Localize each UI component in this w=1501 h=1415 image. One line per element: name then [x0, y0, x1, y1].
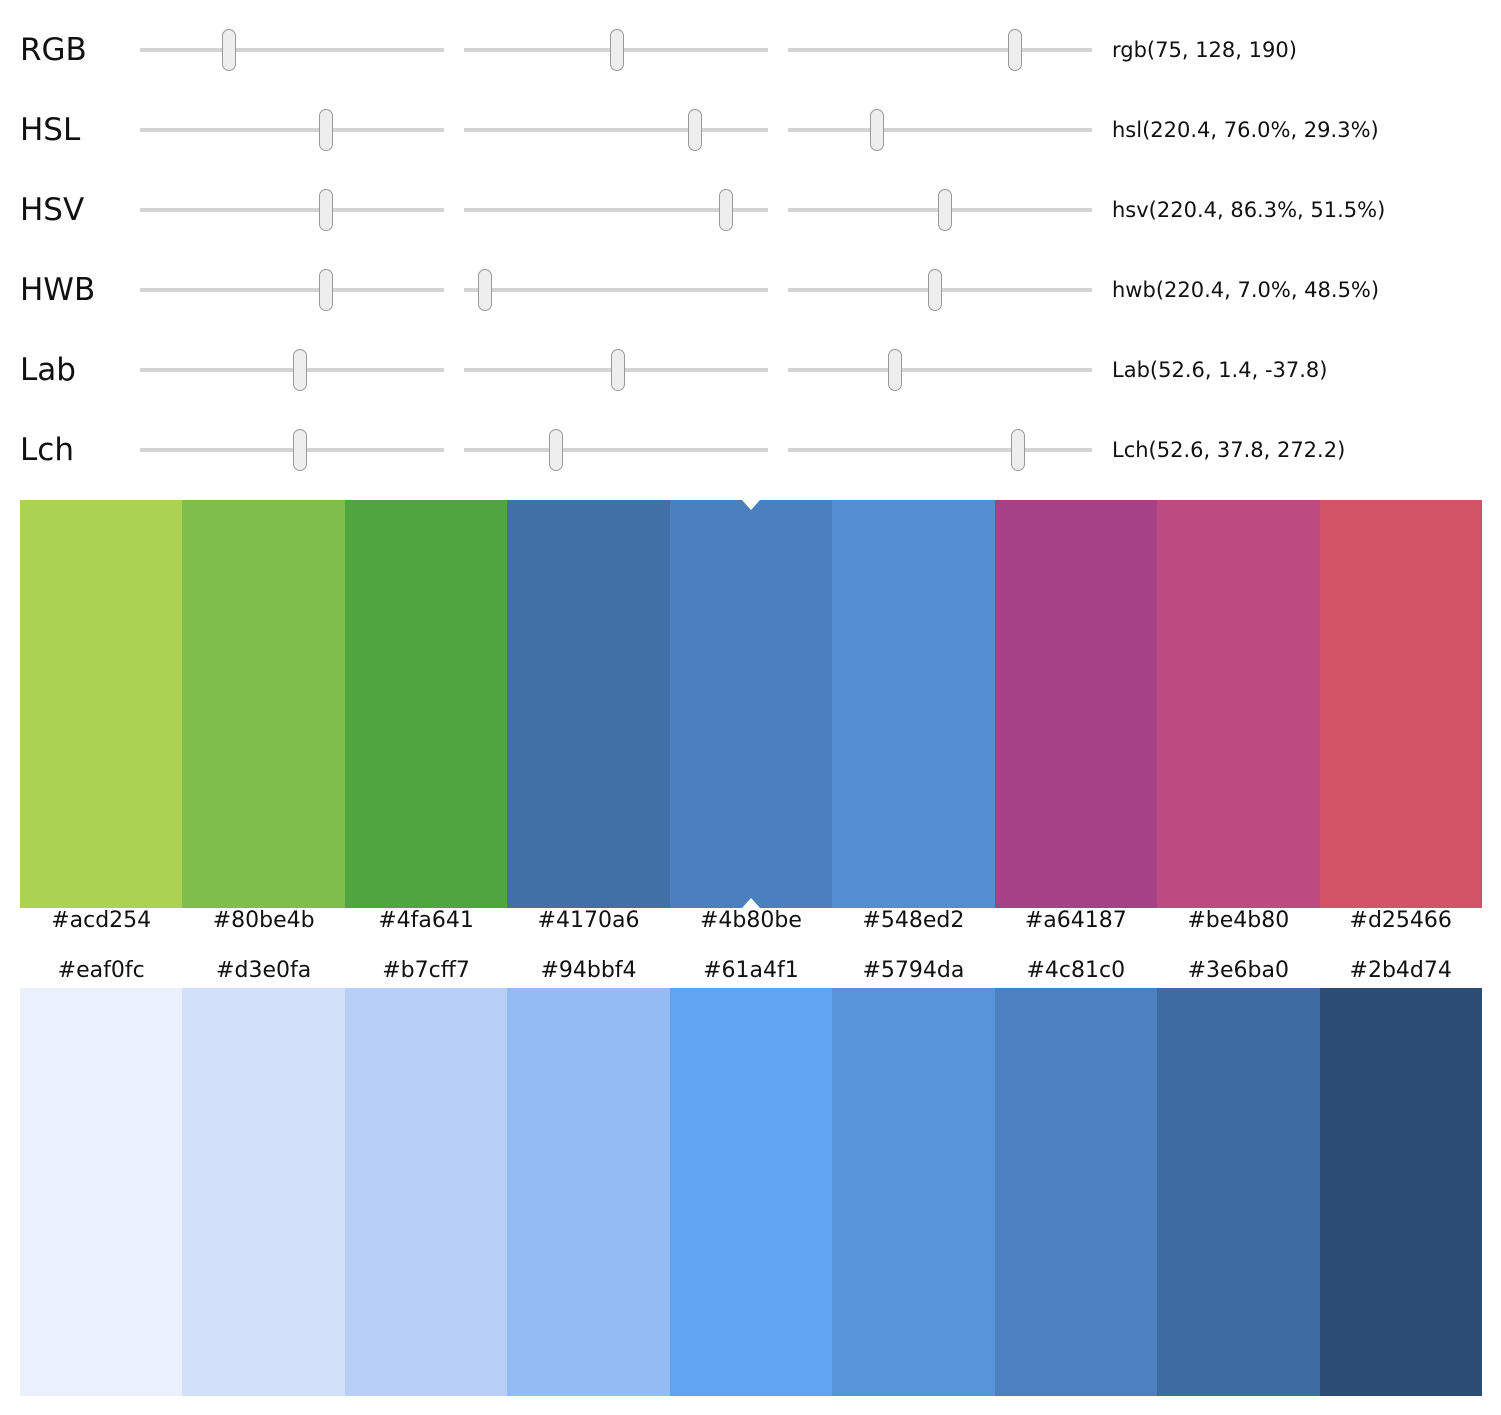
color-value-text: rgb(75, 128, 190)	[1112, 38, 1297, 62]
model-label: Lch	[20, 432, 74, 468]
slider-row-hwb: HWB hwb(220.4, 7.0%, 48.5%)	[0, 250, 1501, 330]
hex-label: #4b80be	[700, 908, 802, 933]
channel-slider-1[interactable]	[140, 189, 444, 231]
slider-thumb[interactable]	[319, 269, 334, 311]
channel-slider-2[interactable]	[464, 109, 768, 151]
channel-slider-2[interactable]	[464, 29, 768, 71]
color-swatch[interactable]	[1319, 988, 1482, 1396]
slider-row-rgb: RGB rgb(75, 128, 190)	[0, 10, 1501, 90]
hex-label: #3e6ba0	[1187, 958, 1289, 983]
harmony-palette	[20, 500, 1482, 908]
color-swatch[interactable]	[507, 988, 670, 1396]
color-swatch[interactable]	[1157, 500, 1320, 908]
channel-slider-1[interactable]	[140, 29, 444, 71]
model-label: RGB	[20, 32, 87, 68]
slider-thumb[interactable]	[222, 29, 237, 71]
hex-label: #548ed2	[862, 908, 965, 933]
color-swatch[interactable]	[182, 988, 345, 1396]
channel-slider-2[interactable]	[464, 269, 768, 311]
channel-slider-3[interactable]	[788, 189, 1092, 231]
color-swatch[interactable]	[182, 500, 345, 908]
hex-label: #94bbf4	[540, 958, 637, 983]
hex-label: #2b4d74	[1349, 958, 1452, 983]
color-swatch[interactable]	[832, 988, 995, 1396]
slider-thumb[interactable]	[937, 189, 952, 231]
selected-marker-top	[741, 500, 760, 510]
slider-thumb[interactable]	[719, 189, 734, 231]
hex-label: #a64187	[1024, 908, 1127, 933]
slider-thumb[interactable]	[1010, 429, 1025, 471]
slider-thumb[interactable]	[928, 269, 943, 311]
slider-thumb[interactable]	[548, 429, 563, 471]
color-swatch[interactable]	[994, 988, 1158, 1396]
model-label: HWB	[20, 272, 96, 308]
hex-label: #eaf0fc	[57, 958, 145, 983]
channel-slider-2[interactable]	[464, 349, 768, 391]
color-swatch[interactable]	[994, 500, 1158, 908]
channel-slider-3[interactable]	[788, 269, 1092, 311]
hex-label: #80be4b	[212, 908, 315, 933]
slider-thumb[interactable]	[610, 349, 625, 391]
color-swatch[interactable]	[1319, 500, 1482, 908]
channel-slider-3[interactable]	[788, 29, 1092, 71]
color-swatch[interactable]	[832, 500, 995, 908]
shade-palette	[20, 988, 1482, 1396]
color-value-text: hsl(220.4, 76.0%, 29.3%)	[1112, 118, 1379, 142]
channel-slider-2[interactable]	[464, 189, 768, 231]
selected-marker-bottom	[741, 898, 760, 908]
color-swatch[interactable]	[507, 500, 670, 908]
slider-thumb[interactable]	[888, 349, 903, 391]
hex-label: #4170a6	[537, 908, 640, 933]
channel-slider-3[interactable]	[788, 349, 1092, 391]
hex-label: #acd254	[51, 908, 152, 933]
hex-label: #4fa641	[378, 908, 474, 933]
slider-thumb[interactable]	[609, 29, 624, 71]
model-label: HSL	[20, 112, 81, 148]
hex-label: #b7cff7	[382, 958, 470, 983]
color-swatch[interactable]	[1157, 988, 1320, 1396]
color-value-text: hsv(220.4, 86.3%, 51.5%)	[1112, 198, 1386, 222]
channel-slider-1[interactable]	[140, 429, 444, 471]
color-swatch[interactable]	[20, 988, 183, 1396]
slider-row-lab: Lab Lab(52.6, 1.4, -37.8)	[0, 330, 1501, 410]
model-label: HSV	[20, 192, 85, 228]
model-label: Lab	[20, 352, 76, 388]
channel-slider-2[interactable]	[464, 429, 768, 471]
color-swatch[interactable]	[344, 988, 508, 1396]
slider-thumb[interactable]	[292, 349, 307, 391]
channel-slider-3[interactable]	[788, 429, 1092, 471]
slider-row-lch: Lch Lch(52.6, 37.8, 272.2)	[0, 410, 1501, 490]
hex-label: #d25466	[1349, 908, 1452, 933]
channel-slider-1[interactable]	[140, 349, 444, 391]
slider-thumb[interactable]	[688, 109, 702, 151]
slider-thumb[interactable]	[292, 429, 307, 471]
color-value-text: Lch(52.6, 37.8, 272.2)	[1112, 438, 1346, 462]
hex-label: #4c81c0	[1026, 958, 1126, 983]
color-value-text: hwb(220.4, 7.0%, 48.5%)	[1112, 278, 1380, 302]
channel-slider-3[interactable]	[788, 109, 1092, 151]
color-swatch[interactable]	[669, 500, 833, 908]
channel-slider-1[interactable]	[140, 109, 444, 151]
slider-thumb[interactable]	[1007, 29, 1022, 71]
slider-thumb[interactable]	[478, 269, 493, 311]
hex-label: #61a4f1	[703, 958, 799, 983]
slider-row-hsl: HSL hsl(220.4, 76.0%, 29.3%)	[0, 90, 1501, 170]
slider-thumb[interactable]	[319, 189, 334, 231]
slider-thumb[interactable]	[319, 109, 334, 151]
hex-label: #d3e0fa	[216, 958, 312, 983]
slider-row-hsv: HSV hsv(220.4, 86.3%, 51.5%)	[0, 170, 1501, 250]
color-swatch[interactable]	[669, 988, 833, 1396]
channel-slider-1[interactable]	[140, 269, 444, 311]
hex-label: #5794da	[862, 958, 965, 983]
color-swatch[interactable]	[344, 500, 508, 908]
hex-label: #be4b80	[1187, 908, 1290, 933]
slider-thumb[interactable]	[870, 109, 885, 151]
color-swatch[interactable]	[20, 500, 183, 908]
color-value-text: Lab(52.6, 1.4, -37.8)	[1112, 358, 1328, 382]
